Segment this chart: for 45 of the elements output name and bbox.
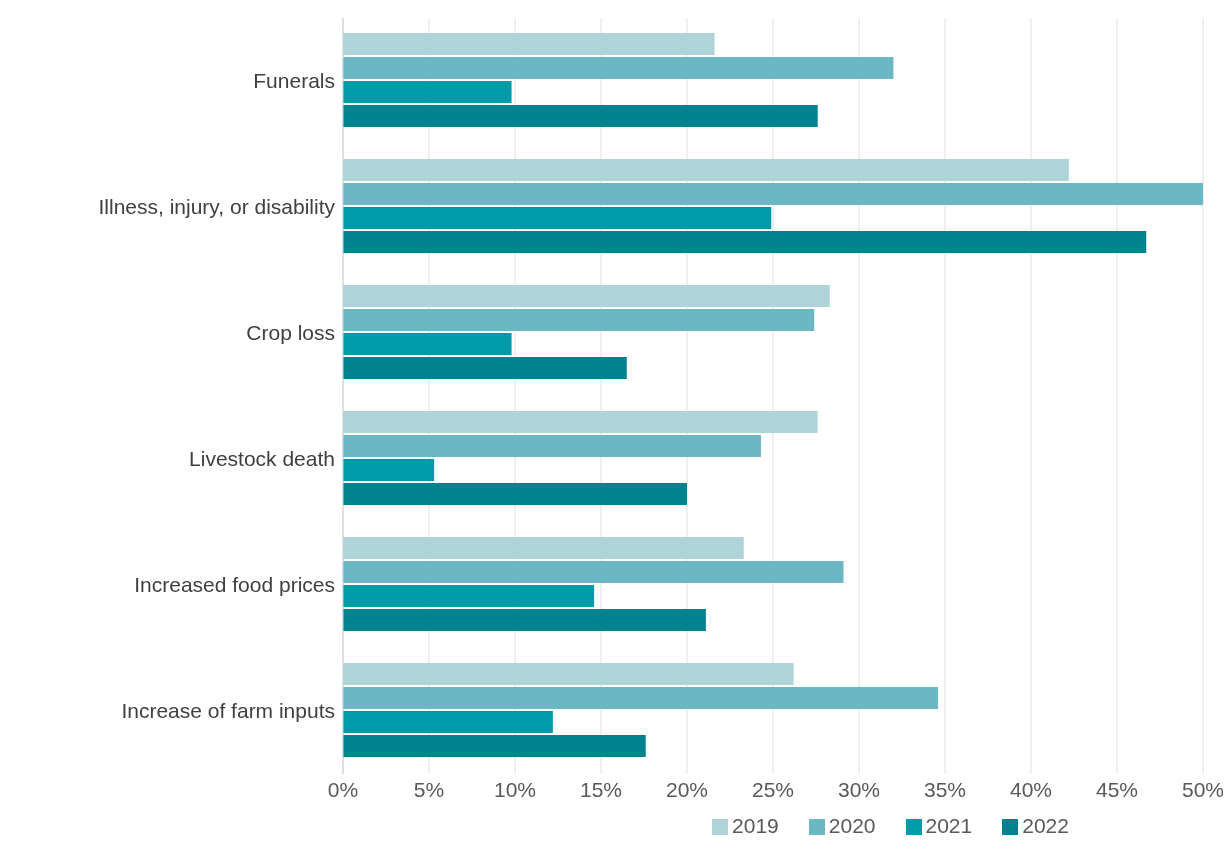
x-tick-label: 40% (1009, 777, 1053, 801)
bar (343, 663, 794, 686)
bar (343, 183, 1203, 206)
y-tick-label: Illness, injury, or disability (98, 195, 336, 219)
y-tick-label: Increased food prices (134, 573, 335, 597)
x-tick-label: 45% (1095, 777, 1139, 801)
bar (343, 561, 844, 584)
bar (343, 105, 818, 128)
legend-label: 2019 (732, 814, 779, 837)
bar (343, 459, 435, 482)
bar (343, 537, 744, 560)
x-tick-label: 15% (579, 777, 623, 801)
y-tick-label: Increase of farm inputs (121, 699, 335, 723)
x-tick-label: 10% (493, 777, 537, 801)
bar (343, 585, 595, 608)
x-tick-label: 20% (665, 777, 709, 801)
bar (343, 687, 939, 710)
bar (343, 711, 553, 734)
bar (343, 609, 706, 632)
y-tick-label: Crop loss (246, 321, 335, 345)
y-tick-label: Livestock death (189, 447, 335, 471)
x-tick-label: 50% (1181, 777, 1225, 801)
legend-label: 2020 (828, 814, 876, 837)
bar (343, 309, 815, 332)
x-tick-label: 25% (751, 777, 795, 801)
bar (343, 57, 894, 80)
bar (343, 333, 512, 356)
bar (343, 735, 646, 758)
y-tick-label: Funerals (253, 69, 335, 93)
bar (343, 81, 512, 104)
x-tick-label: 5% (413, 777, 445, 801)
bar (343, 207, 772, 230)
bar (343, 483, 687, 506)
bar (343, 285, 830, 308)
bar (343, 357, 627, 380)
bar (343, 33, 715, 56)
bar (343, 411, 818, 434)
legend-label: 2022 (1022, 814, 1069, 837)
bar (343, 159, 1069, 182)
bar (343, 435, 761, 458)
x-tick-label: 0% (327, 777, 359, 801)
bar (343, 231, 1147, 254)
x-tick-label: 30% (837, 777, 881, 801)
legend-label: 2021 (925, 814, 973, 837)
x-tick-label: 35% (923, 777, 967, 801)
